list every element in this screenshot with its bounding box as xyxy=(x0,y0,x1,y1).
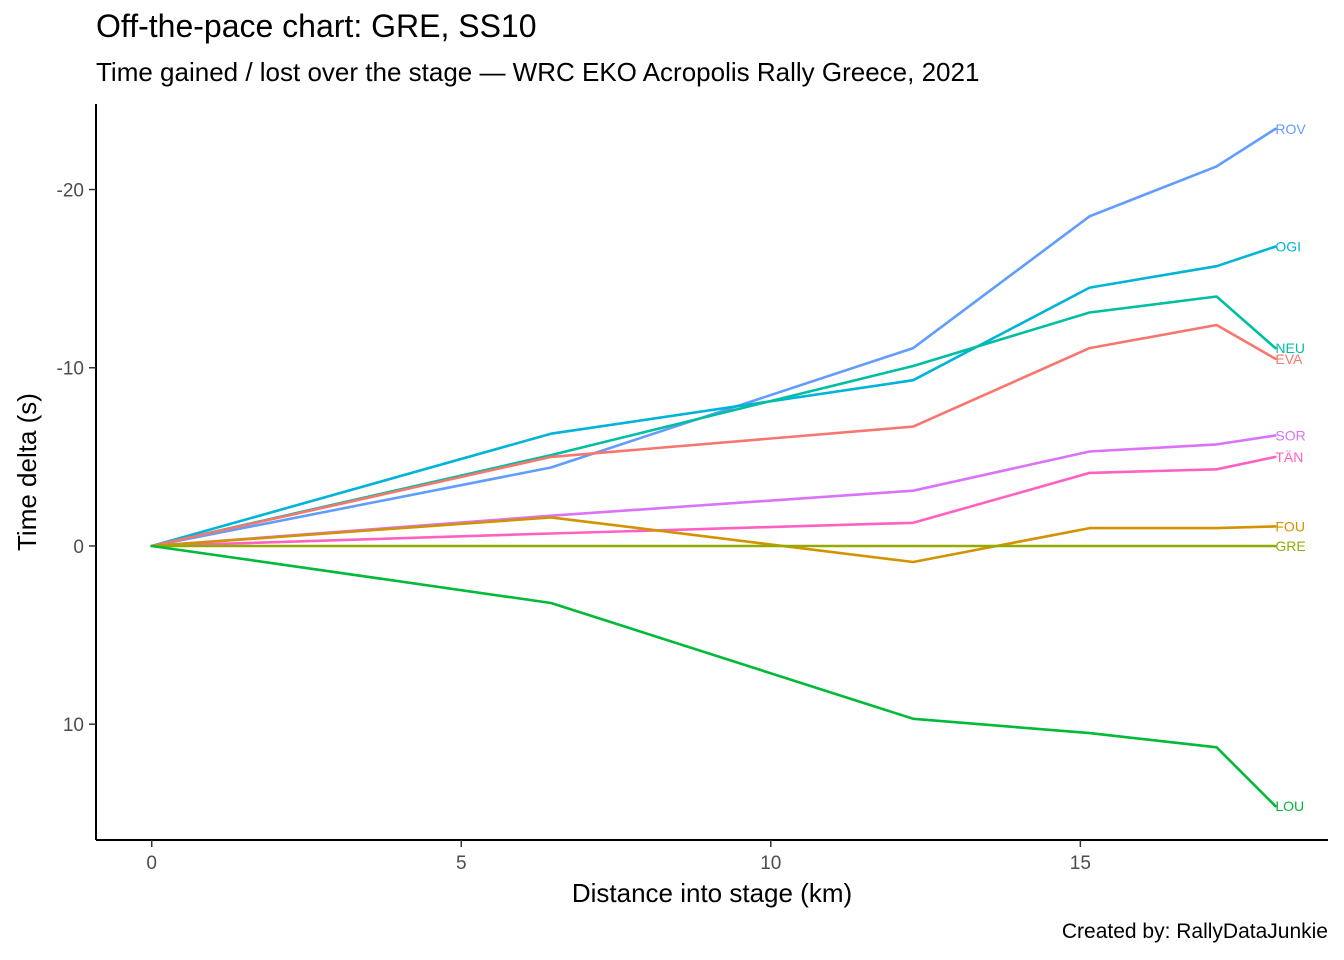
x-tick-label: 0 xyxy=(146,853,157,874)
series-line-eva xyxy=(150,323,1277,548)
x-axis-ticks: 0 5 10 15 xyxy=(146,840,1091,874)
chart-subtitle: Time gained / lost over the stage — WRC … xyxy=(96,57,980,87)
series-line-lou xyxy=(150,544,1277,808)
series-label-eva: EVA xyxy=(1275,351,1303,367)
series-label-fou: FOU xyxy=(1275,518,1305,534)
y-tick-label: -20 xyxy=(57,181,84,202)
series-label-rov: ROV xyxy=(1275,121,1306,137)
series-line-tän xyxy=(150,455,1277,548)
series-line-rov xyxy=(150,127,1277,548)
x-tick-label: 10 xyxy=(760,853,781,874)
chart-title: Off-the-pace chart: GRE, SS10 xyxy=(96,8,537,44)
series-line-sor xyxy=(150,434,1277,548)
series-lines xyxy=(150,127,1277,808)
series-label-gre: GRE xyxy=(1275,538,1305,554)
series-line-neu xyxy=(150,295,1277,548)
x-tick-label: 5 xyxy=(456,853,467,874)
y-tick-label: 10 xyxy=(63,715,84,736)
chart-caption: Created by: RallyDataJunkie xyxy=(1061,920,1328,943)
y-axis-title: Time delta (s) xyxy=(12,393,42,551)
series-label-neu: NEU xyxy=(1275,340,1305,356)
series-label-ogi: OGI xyxy=(1275,239,1301,255)
series-line-ogi xyxy=(150,245,1277,548)
series-label-sor: SOR xyxy=(1275,427,1305,443)
y-axis-ticks: -20 -10 0 10 xyxy=(57,181,96,736)
series-label-tän: TÄN xyxy=(1275,449,1303,465)
x-tick-label: 15 xyxy=(1070,853,1091,874)
series-label-lou: LOU xyxy=(1275,798,1304,814)
y-tick-label: 0 xyxy=(73,537,84,558)
y-tick-label: -10 xyxy=(57,359,84,380)
x-axis-title: Distance into stage (km) xyxy=(572,878,852,908)
